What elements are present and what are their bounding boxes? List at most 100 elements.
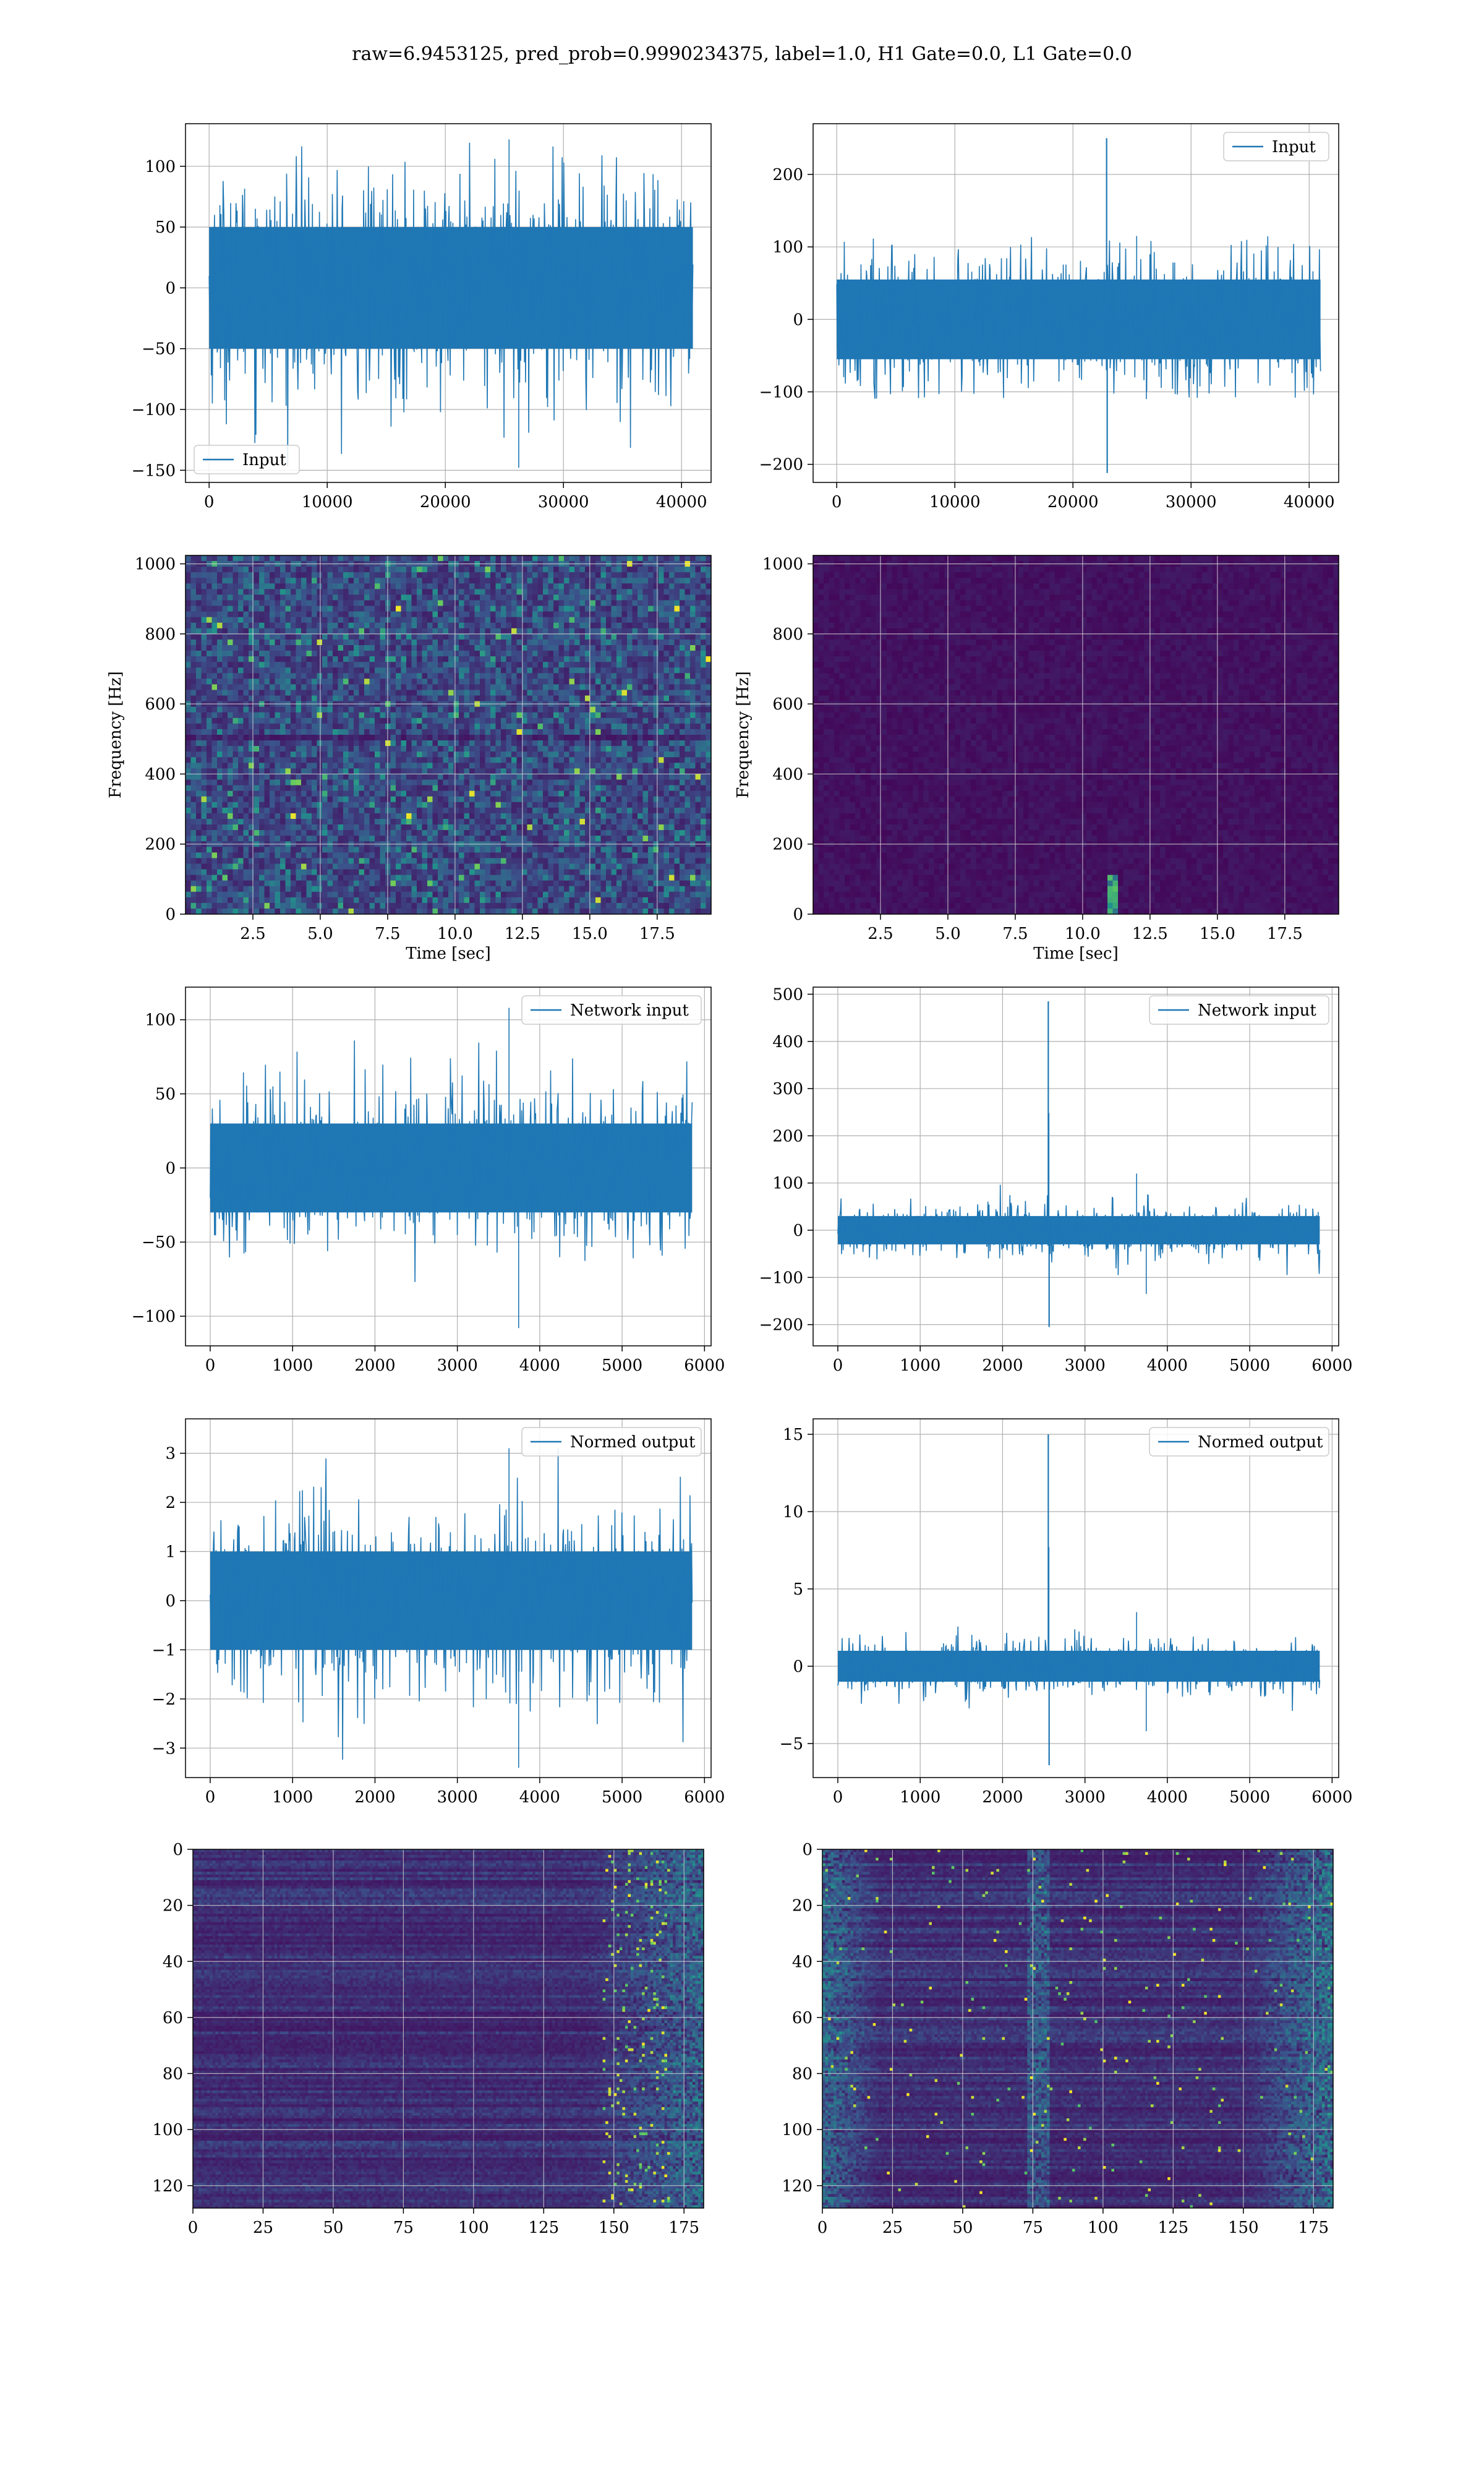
y-tick-label: 0 (793, 905, 803, 924)
plot-frame (185, 987, 712, 1346)
series-line (837, 1184, 1321, 1275)
grid-lines (813, 555, 1339, 914)
x-tick-label: 1000 (272, 1356, 313, 1375)
plot-frame (812, 1418, 1339, 1778)
l1-normed-output-plot: 0 1000 2000 3000 4000 5000 6000 −5 0 5 10 15 Normed … (780, 1418, 1352, 1807)
h1-network-input-plot: 0 1000 2000 3000 4000 5000 6000 −100 −50 0 50 100 Ne… (132, 987, 725, 1375)
x-tick-label: 25 (253, 2219, 273, 2237)
axis-ticks: 2.5 5.0 7.5 10.0 12.5 15.0 17.5 0 200 400 600 800 10… (135, 555, 675, 943)
x-tick-label: 5000 (602, 1788, 642, 1807)
y-tick-label: 20 (163, 1897, 183, 1915)
x-axis-label: Time [sec] (406, 944, 491, 963)
series-line (208, 142, 694, 466)
plot-area (186, 555, 711, 914)
legend: Normed output (1149, 1427, 1329, 1457)
axis-ticks: 0 1000 2000 3000 4000 5000 6000 −200 −100 0 100 200… (759, 985, 1353, 1375)
y-tick-label: 60 (792, 2009, 812, 2027)
y-tick-label: 5 (793, 1580, 803, 1599)
plot-area (186, 1419, 711, 1778)
y-tick-label: 100 (145, 158, 176, 176)
x-tick-label: 30000 (538, 493, 589, 511)
x-tick-label: 4000 (519, 1788, 560, 1807)
x-axis-label: Time [sec] (1033, 944, 1119, 963)
y-tick-label: 40 (792, 1953, 812, 1971)
y-tick-label: 0 (802, 1841, 812, 1859)
y-tick-label: −100 (132, 1308, 176, 1326)
x-tick-label: 0 (204, 493, 215, 511)
x-tick-label: 30000 (1166, 493, 1217, 511)
y-tick-label: 40 (163, 1953, 183, 1971)
l1-spectrogram-plot: 2.5 5.0 7.5 10.0 12.5 15.0 17.5 0 200 400 600 800 10… (734, 555, 1339, 963)
x-tick-label: 17.5 (1267, 925, 1303, 943)
y-tick-label: 1 (165, 1543, 176, 1562)
x-tick-label: 3000 (437, 1788, 478, 1807)
plot-area (822, 1849, 1333, 2208)
series-line (210, 1040, 693, 1282)
series-line (837, 1626, 1321, 1711)
y-tick-label: 200 (772, 1127, 803, 1145)
x-tick-label: 0 (205, 1356, 216, 1375)
y-tick-label: 200 (772, 166, 803, 184)
axis-ticks: 0 1000 2000 3000 4000 5000 6000 −5 0 5 10 15 (780, 1426, 1353, 1807)
x-tick-label: 15.0 (1200, 925, 1235, 943)
x-tick-label: 1000 (272, 1788, 313, 1807)
legend-label: Network input (570, 1001, 689, 1020)
plot-area (813, 124, 1339, 482)
legend-box (1149, 1427, 1329, 1457)
x-tick-label: 125 (1158, 2219, 1188, 2237)
axis-ticks: 0 10000 20000 30000 40000 −150 −100 −50 0 50 100 (132, 158, 707, 511)
legend-label: Network input (1198, 1001, 1316, 1020)
legend-label: Normed output (570, 1433, 696, 1452)
y-tick-label: −50 (142, 1233, 176, 1252)
legend-label: Input (1272, 138, 1316, 156)
axis-ticks: 2.5 5.0 7.5 10.0 12.5 15.0 17.5 0 200 400 600 800 10… (762, 555, 1303, 943)
x-tick-label: 0 (188, 2219, 198, 2237)
x-tick-label: 6000 (1311, 1356, 1352, 1375)
x-tick-label: 75 (393, 2219, 414, 2237)
y-tick-label: 0 (165, 905, 176, 924)
y-tick-label: 2 (165, 1494, 176, 1512)
y-tick-label: 60 (163, 2009, 183, 2027)
y-tick-label: 600 (145, 695, 176, 714)
y-tick-label: −50 (142, 340, 176, 359)
h1-spectrogram-plot: 2.5 5.0 7.5 10.0 12.5 15.0 17.5 0 200 400 600 800 10… (106, 555, 712, 963)
x-tick-label: 3000 (437, 1356, 478, 1375)
plot-area (186, 987, 711, 1346)
x-tick-label: 4000 (1147, 1788, 1188, 1807)
axis-ticks: 0 10000 20000 30000 40000 −200 −100 0 100 200 (759, 166, 1335, 511)
y-tick-label: 100 (145, 1011, 176, 1030)
x-tick-label: 40000 (1284, 493, 1335, 511)
y-tick-label: 800 (772, 625, 803, 644)
plot-area (813, 555, 1339, 914)
l1-input-plot: 0 10000 20000 30000 40000 −200 −100 0 100 200 Inpu… (759, 123, 1339, 511)
y-tick-label: 1000 (762, 555, 803, 574)
axis-ticks: 0 1000 2000 3000 4000 5000 6000 −100 −50 0 50 100 (132, 1011, 725, 1375)
grid-lines (193, 1849, 704, 2208)
legend: Normed output (521, 1427, 702, 1457)
plot-frame (185, 123, 712, 483)
y-tick-label: 500 (772, 985, 803, 1004)
legend: Network input (521, 995, 702, 1025)
x-tick-label: 7.5 (1002, 925, 1028, 943)
x-tick-label: 6000 (1311, 1788, 1352, 1807)
y-tick-label: −1 (152, 1641, 176, 1659)
y-tick-label: 15 (783, 1426, 803, 1444)
y-tick-label: 20 (792, 1897, 812, 1915)
y-tick-label: 10 (783, 1503, 803, 1522)
y-tick-label: 0 (165, 1592, 176, 1611)
x-tick-label: 6000 (684, 1356, 725, 1375)
y-tick-label: 80 (792, 2065, 812, 2084)
y-tick-label: 600 (772, 695, 803, 714)
y-tick-label: 400 (145, 765, 176, 784)
x-tick-label: 4000 (1147, 1356, 1188, 1375)
legend-box (194, 445, 300, 474)
y-tick-label: 0 (165, 1159, 176, 1178)
x-tick-label: 10000 (302, 493, 353, 511)
x-tick-label: 50 (952, 2219, 973, 2237)
plot-frame (192, 1849, 704, 2209)
y-tick-label: 400 (772, 1033, 803, 1051)
x-tick-label: 12.5 (1132, 925, 1168, 943)
y-tick-label: 0 (793, 1222, 803, 1240)
axis-ticks: 0 1000 2000 3000 4000 5000 6000 −3 −2 −1 0 1 2 3 (152, 1445, 725, 1807)
x-tick-label: 125 (528, 2219, 559, 2237)
